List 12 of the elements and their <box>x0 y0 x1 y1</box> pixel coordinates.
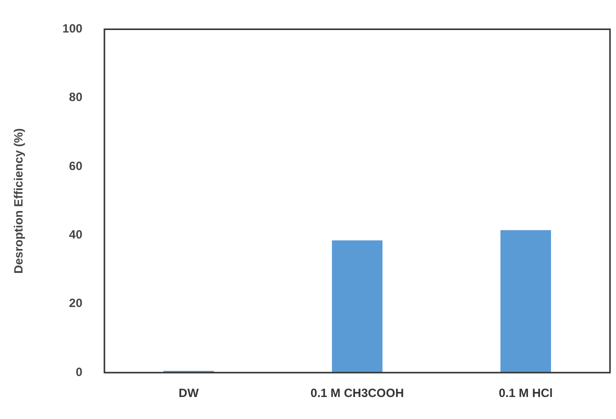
y-tick-label: 80 <box>69 90 83 104</box>
y-axis-title: Desroption Efficiency (%) <box>12 128 26 274</box>
bar <box>500 230 552 373</box>
x-tick-label: 0.1 M CH3COOH <box>310 386 404 400</box>
y-tick-label: 100 <box>62 22 83 36</box>
x-tick-label: 0.1 M HCl <box>498 386 553 400</box>
x-tick-label: DW <box>178 386 200 400</box>
bar <box>332 240 382 373</box>
y-tick-label: 60 <box>69 158 83 173</box>
y-tick-label: 0 <box>76 364 83 379</box>
y-tick-label: 20 <box>69 296 83 310</box>
y-tick-label: 40 <box>69 228 83 242</box>
